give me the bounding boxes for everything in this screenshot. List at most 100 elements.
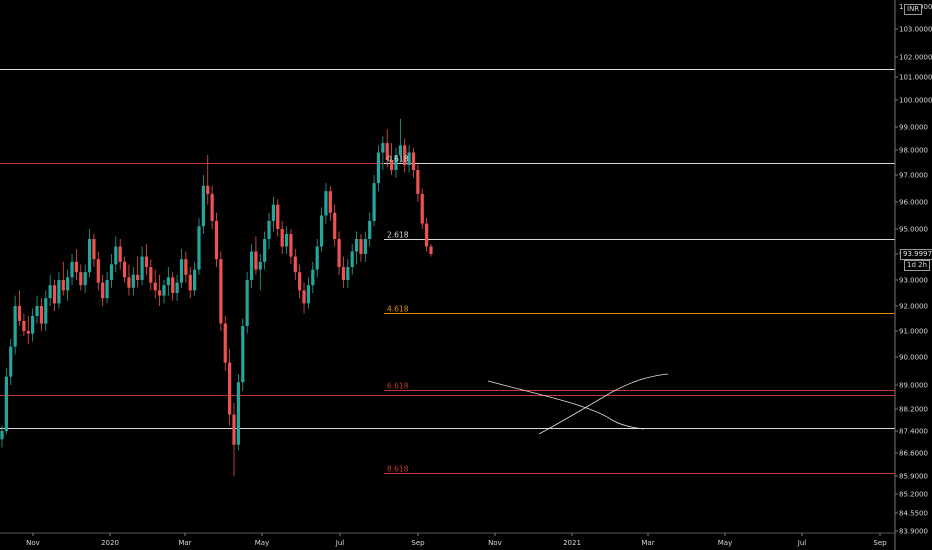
- candle: [122, 256, 127, 283]
- candle: [381, 136, 385, 170]
- level-labels: 0.618 2.618 4.618 6.618 8.618: [387, 155, 409, 474]
- candle: [74, 249, 79, 280]
- candle: [315, 239, 319, 278]
- y-tick-label: 96.0000: [899, 199, 928, 207]
- level-94-6-label: 2.618: [387, 231, 409, 240]
- y-tick-label: 99.0000: [899, 124, 928, 132]
- candle: [101, 274, 105, 306]
- candle: [411, 147, 416, 178]
- candle: [258, 254, 262, 291]
- candle: [87, 229, 92, 278]
- x-tick-label: May: [255, 539, 269, 547]
- candle: [302, 282, 306, 314]
- x-tick-label: 2020: [101, 539, 119, 547]
- candle: [359, 234, 363, 262]
- candles: [0, 118, 433, 476]
- y-tick-label: 93.0000: [899, 277, 928, 285]
- candle: [79, 264, 83, 291]
- candle: [109, 254, 114, 288]
- candle: [206, 155, 210, 205]
- candle: [39, 298, 43, 331]
- candle: [149, 259, 153, 291]
- candle: [127, 264, 131, 296]
- y-tick-label: 95.0000: [899, 226, 928, 234]
- candle: [26, 316, 30, 344]
- candle: [319, 207, 324, 252]
- x-tick-label: May: [718, 539, 732, 547]
- x-tick-label: Jul: [335, 539, 345, 547]
- y-tick-label: 85.2000: [899, 491, 928, 499]
- candle: [429, 244, 433, 257]
- candle: [70, 254, 74, 286]
- candle: [368, 212, 372, 247]
- candle: [311, 261, 315, 293]
- y-tick-label: 92.0000: [899, 303, 928, 311]
- candle: [425, 218, 429, 252]
- candle: [403, 138, 407, 173]
- candle: [271, 196, 276, 232]
- y-tick-label: 103.0000: [899, 26, 932, 34]
- y-tick-label: 84.5500: [899, 510, 928, 518]
- candle: [171, 272, 175, 301]
- candle: [376, 145, 381, 192]
- price-axis: 104.0000103.0000102.0000101.0000100.0000…: [895, 3, 932, 536]
- candle: [337, 231, 341, 275]
- x-tick-label: Sep: [873, 539, 887, 547]
- candle: [394, 147, 398, 178]
- candle: [346, 259, 350, 288]
- candle: [175, 274, 179, 301]
- horizontal-levels: [0, 69, 895, 474]
- candle: [249, 244, 254, 288]
- y-tick-label: 89.0000: [899, 382, 928, 390]
- candle: [223, 316, 227, 371]
- candle: [44, 290, 48, 331]
- candle: [188, 267, 192, 299]
- candle: [166, 267, 170, 296]
- candle: [193, 261, 197, 296]
- time-axis: Nov 2020 Mar May Jul Sep Nov 2021 Mar May Jul Sep: [26, 533, 887, 547]
- candle: [232, 403, 236, 476]
- candle: [276, 199, 280, 237]
- candle: [57, 272, 61, 309]
- candle: [390, 143, 394, 175]
- candle: [398, 118, 402, 163]
- candle: [184, 251, 188, 283]
- level-86-0-label: 8.618: [387, 465, 409, 474]
- candle: [197, 218, 201, 275]
- candle: [4, 368, 8, 434]
- countdown-label: 1d 2h: [904, 260, 931, 271]
- candle: [341, 256, 346, 288]
- candle: [263, 231, 267, 270]
- candle: [179, 249, 184, 288]
- candle: [17, 290, 22, 326]
- candle: [136, 256, 140, 288]
- candle: [61, 261, 65, 296]
- y-tick-label: 83.9000: [899, 528, 928, 536]
- y-tick-label: 86.6000: [899, 450, 928, 458]
- candle: [416, 165, 420, 202]
- level-97-5-white-label: 0.618: [387, 155, 409, 164]
- curve-descending: [487, 380, 645, 430]
- x-tick-label: Mar: [178, 539, 191, 547]
- candle: [201, 175, 205, 234]
- candle: [407, 145, 411, 173]
- candle: [267, 212, 271, 249]
- candle: [385, 129, 389, 168]
- candle: [289, 229, 293, 265]
- candle: [363, 231, 367, 262]
- y-tick-label: 88.2000: [899, 406, 928, 414]
- candle: [280, 220, 284, 254]
- candle: [210, 185, 214, 229]
- candle: [31, 308, 35, 342]
- candle: [105, 272, 109, 304]
- currency-badge[interactable]: INR: [904, 4, 923, 15]
- candle: [420, 188, 424, 229]
- y-tick-label: 85.9000: [899, 473, 928, 481]
- x-tick-label: Sep: [411, 539, 425, 547]
- candle: [298, 264, 302, 299]
- y-tick-label: 87.4000: [899, 428, 928, 436]
- candle: [293, 249, 297, 280]
- candle: [236, 373, 240, 451]
- candle: [254, 236, 258, 275]
